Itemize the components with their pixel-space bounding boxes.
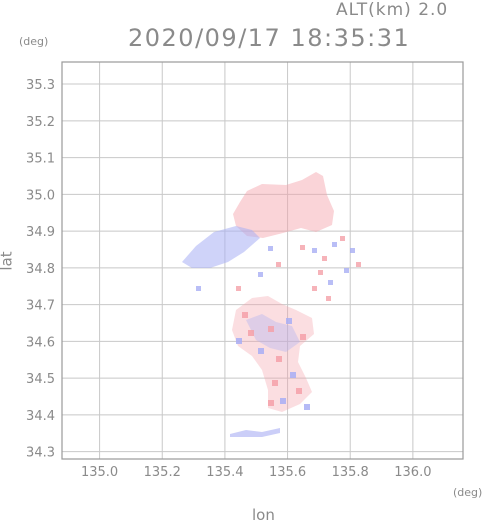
echo-speckle <box>242 312 248 318</box>
echo-speckle <box>312 248 317 253</box>
echo-speckle <box>236 338 242 344</box>
echo-blob <box>246 314 300 352</box>
echo-speckle <box>296 388 302 394</box>
echo-blob <box>233 172 334 238</box>
y-tick-label: 34.6 <box>26 335 55 350</box>
plot-frame <box>61 61 464 460</box>
echo-speckle <box>268 246 273 251</box>
echo-speckle <box>332 242 337 247</box>
echo-speckle <box>290 372 296 378</box>
echo-speckle <box>322 256 327 261</box>
echo-blob <box>232 296 314 412</box>
x-tick-label: 135.0 <box>81 465 118 480</box>
echo-speckle <box>318 270 323 275</box>
echo-speckle <box>276 262 281 267</box>
y-tick-label: 35.3 <box>26 78 55 93</box>
echo-speckle <box>258 272 263 277</box>
echo-speckle <box>328 280 333 285</box>
altitude-label: ALT(km) 2.0 <box>336 0 449 20</box>
echo-speckle <box>248 330 254 336</box>
x-tick-label: 135.4 <box>206 465 243 480</box>
y-tick-label: 35.2 <box>26 115 55 130</box>
y-tick-label: 34.5 <box>26 372 55 387</box>
echo-speckle <box>326 296 331 301</box>
echo-speckle <box>300 245 305 250</box>
x-tick-label: 136.0 <box>394 465 431 480</box>
y-tick-labels: 34.3 34.4 34.5 34.6 34.7 34.8 34.9 35.0 35.1 35.2… <box>26 78 55 461</box>
echo-speckle <box>258 348 264 354</box>
y-tick-label: 35.0 <box>26 188 55 203</box>
y-tick-label: 34.3 <box>26 446 55 461</box>
y-tick-label: 34.7 <box>26 299 55 314</box>
echo-speckle <box>276 356 282 362</box>
echo-speckle <box>268 400 274 406</box>
y-tick-label: 34.9 <box>26 225 55 240</box>
y-tick-label: 34.8 <box>26 262 55 277</box>
y-axis-unit: (deg) <box>19 35 49 48</box>
echo-speckle <box>356 262 361 267</box>
grid-lines <box>62 62 463 459</box>
echo-speckle <box>340 236 345 241</box>
echo-streak <box>230 428 280 437</box>
echo-speckle <box>312 286 317 291</box>
echo-speckle <box>272 380 278 386</box>
echo-blob <box>182 226 260 268</box>
echo-speckle <box>280 398 286 404</box>
x-tick-label: 135.2 <box>144 465 181 480</box>
y-tick-label: 34.4 <box>26 409 55 424</box>
echo-speckle <box>344 268 349 273</box>
echo-speckle <box>300 334 306 340</box>
echo-field <box>182 172 361 437</box>
echo-speckle <box>304 404 310 410</box>
x-tick-label: 135.8 <box>332 465 369 480</box>
echo-speckle <box>350 248 355 253</box>
echo-speckle <box>268 326 274 332</box>
x-tick-label: 135.6 <box>269 465 306 480</box>
x-axis-unit: (deg) <box>453 486 483 499</box>
x-tick-labels: 135.0 135.2 135.4 135.6 135.8 136.0 <box>81 465 432 480</box>
echo-speckle <box>196 286 201 291</box>
echo-speckle <box>286 318 292 324</box>
echo-speckle <box>236 286 241 291</box>
x-axis-label: lon <box>252 506 275 524</box>
datetime-title: 2020/09/17 18:35:31 <box>128 24 411 52</box>
y-tick-label: 35.1 <box>26 152 55 167</box>
